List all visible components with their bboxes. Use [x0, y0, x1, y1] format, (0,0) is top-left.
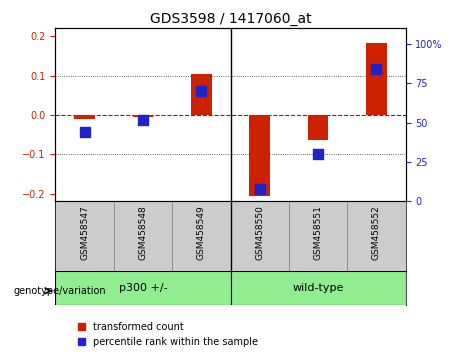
Text: GSM458550: GSM458550 [255, 205, 264, 260]
FancyBboxPatch shape [172, 201, 230, 271]
Text: GSM458552: GSM458552 [372, 205, 381, 260]
Bar [74, 115, 95, 119]
Text: p300 +/-: p300 +/- [118, 283, 167, 293]
Bar [191, 74, 212, 115]
FancyBboxPatch shape [347, 201, 406, 271]
Point [256, 186, 263, 192]
Point [314, 152, 322, 157]
Bar [308, 115, 328, 141]
FancyBboxPatch shape [55, 271, 230, 306]
Bar [366, 43, 387, 115]
Text: GSM458549: GSM458549 [197, 205, 206, 260]
Text: GSM458551: GSM458551 [313, 205, 323, 260]
FancyBboxPatch shape [289, 201, 347, 271]
Text: GSM458547: GSM458547 [80, 205, 89, 260]
Text: genotype/variation: genotype/variation [13, 286, 106, 296]
Point [81, 129, 88, 135]
FancyBboxPatch shape [114, 201, 172, 271]
Legend: transformed count, percentile rank within the sample: transformed count, percentile rank withi… [78, 322, 258, 347]
Title: GDS3598 / 1417060_at: GDS3598 / 1417060_at [150, 12, 311, 26]
Point [139, 117, 147, 122]
Text: GSM458548: GSM458548 [138, 205, 148, 260]
Text: wild-type: wild-type [292, 283, 344, 293]
Point [373, 67, 380, 72]
FancyBboxPatch shape [55, 201, 114, 271]
Bar [133, 115, 153, 117]
Point [198, 88, 205, 94]
FancyBboxPatch shape [230, 271, 406, 306]
Bar [249, 115, 270, 195]
FancyBboxPatch shape [230, 201, 289, 271]
